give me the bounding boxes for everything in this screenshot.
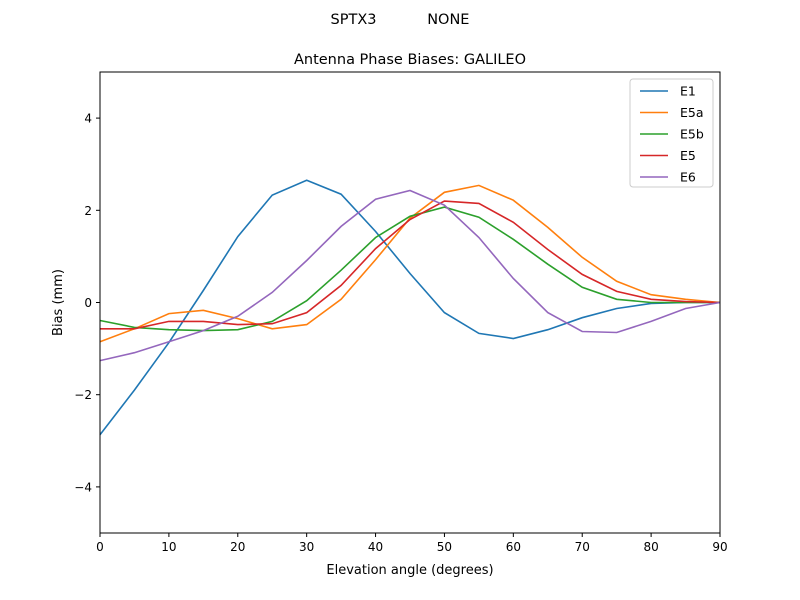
x-tick-label: 90 — [712, 540, 727, 554]
x-tick-label: 40 — [368, 540, 383, 554]
y-tick-label: 2 — [84, 204, 92, 218]
x-tick-label: 70 — [575, 540, 590, 554]
axes-frame — [99, 71, 721, 534]
x-tick-label: 30 — [299, 540, 314, 554]
y-tick-label: 4 — [84, 112, 92, 126]
plot-lines — [99, 179, 721, 436]
x-axis-ticks: 0 10 20 30 40 50 60 70 80 90 — [96, 533, 728, 554]
legend-box — [629, 78, 714, 188]
x-axis-label: Elevation angle (degrees) — [326, 563, 493, 578]
x-tick-label: 50 — [437, 540, 452, 554]
x-tick-label: 20 — [230, 540, 245, 554]
chart-title: Antenna Phase Biases: GALILEO — [294, 52, 526, 68]
x-tick-label: 80 — [643, 540, 658, 554]
series-line-E6 — [99, 189, 721, 362]
legend-label-E6: E6 — [680, 170, 696, 185]
series-line-E5a — [99, 184, 721, 343]
legend-label-E1: E1 — [680, 84, 696, 99]
series-line-E5 — [100, 200, 721, 330]
x-tick-label: 60 — [506, 540, 521, 554]
y-tick-label: −2 — [74, 388, 92, 402]
legend: E1 E5a E5b E5 E6 — [629, 78, 714, 188]
legend-label-E5: E5 — [680, 148, 696, 163]
x-tick-label: 10 — [161, 540, 176, 554]
y-tick-label: −4 — [74, 480, 92, 494]
y-tick-label: 0 — [84, 296, 92, 310]
x-tick-label: 0 — [96, 540, 104, 554]
legend-label-E5b: E5b — [680, 127, 704, 142]
series-line-E1 — [99, 179, 720, 436]
chart-suptitle: SPTX3 NONE — [331, 12, 470, 28]
legend-label-E5a: E5a — [680, 105, 704, 120]
y-axis-label: Bias (mm) — [51, 269, 66, 336]
y-axis-ticks: −4 −2 0 2 4 — [74, 112, 100, 494]
